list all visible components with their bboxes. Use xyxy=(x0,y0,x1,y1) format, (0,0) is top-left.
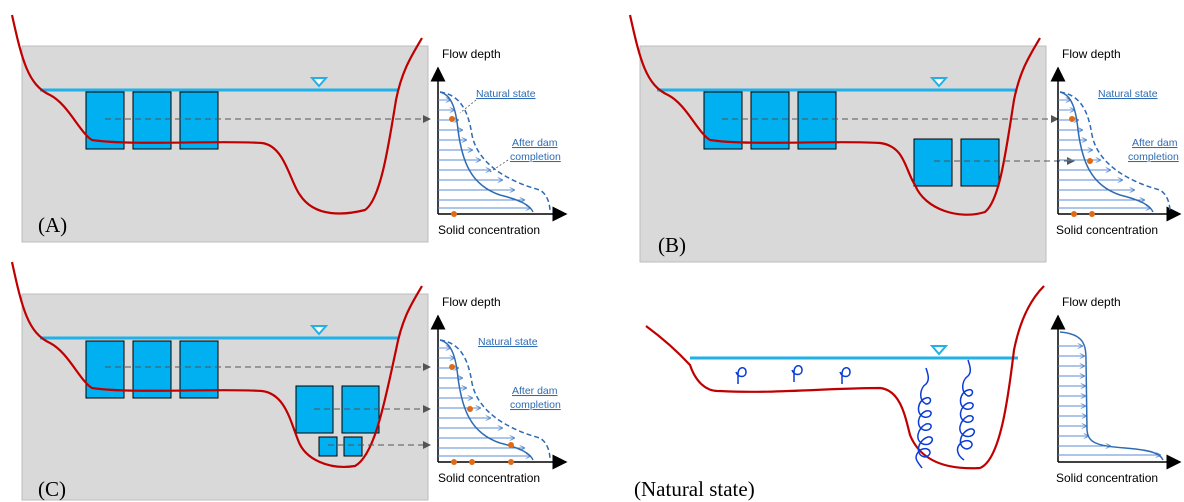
velocity-arrows xyxy=(1058,346,1160,455)
sample-dot xyxy=(1089,211,1095,217)
y-axis-title: Flow depth xyxy=(442,295,501,309)
natural-state-label: Natural state xyxy=(1098,88,1158,100)
intake-block xyxy=(318,436,338,457)
intake-block xyxy=(960,138,1000,187)
reservoir-background xyxy=(21,45,429,243)
concentration-profile-chart: Flow depth Solid concentration xyxy=(1050,295,1182,485)
panel-label: (A) xyxy=(38,213,67,237)
x-axis-title: Solid concentration xyxy=(438,471,540,485)
sample-dot xyxy=(449,116,455,122)
y-axis-title: Flow depth xyxy=(1062,47,1121,61)
velocity-arrows xyxy=(1058,100,1150,208)
y-axis-title: Flow depth xyxy=(442,47,501,61)
natural-state-label: Natural state xyxy=(478,336,538,348)
natural-state-curve xyxy=(1059,331,1164,461)
after-dam-label: After dam xyxy=(1132,137,1178,149)
intake-block xyxy=(341,385,380,434)
sample-dot xyxy=(449,364,455,370)
sample-dot xyxy=(508,459,514,465)
sample-dot xyxy=(451,459,457,465)
panel-c: (C) Flow depth Solid concentration Nat xyxy=(10,261,568,501)
sample-dot xyxy=(451,211,457,217)
sample-dot xyxy=(508,442,514,448)
riverbed-profile xyxy=(10,261,423,468)
completion-label: completion xyxy=(510,151,561,163)
after-dam-label: After dam xyxy=(512,385,558,397)
after-dam-curve xyxy=(1059,91,1171,213)
intake-block xyxy=(797,91,837,150)
intake-block xyxy=(179,340,219,399)
intake-block xyxy=(132,340,172,399)
water-level-triangle-icon xyxy=(929,345,949,356)
intake-block xyxy=(132,91,172,150)
natural-state-curve xyxy=(439,339,534,461)
panel-label: (C) xyxy=(38,477,66,501)
natural-state-label: Natural state xyxy=(476,88,536,100)
vortex-icon xyxy=(915,367,934,469)
leader-line xyxy=(459,99,477,114)
velocity-arrows xyxy=(438,348,530,456)
concentration-profile-chart: Flow depth Solid concentration Natural s… xyxy=(1050,47,1182,237)
sample-dot xyxy=(1071,211,1077,217)
sample-dot xyxy=(1087,158,1093,164)
riverbed-profile xyxy=(628,14,1041,216)
vortex-icon xyxy=(735,367,747,384)
concentration-profile-chart: Flow depth Solid concentration Natural s… xyxy=(430,47,568,237)
x-axis-title: Solid concentration xyxy=(1056,471,1158,485)
vortex-icon xyxy=(956,359,976,461)
riverbed-profile xyxy=(645,285,1045,470)
vortex-icon xyxy=(791,365,803,382)
water-level-triangle-icon xyxy=(929,77,949,88)
completion-label: completion xyxy=(1128,151,1179,163)
panel-natural-state: (Natural state) Flow depth Solid concent… xyxy=(634,285,1182,501)
intake-block xyxy=(179,91,219,150)
natural-state-curve xyxy=(1059,91,1154,213)
leader-line xyxy=(489,159,509,173)
intake-block xyxy=(913,138,953,187)
intake-block xyxy=(750,91,790,150)
velocity-arrows xyxy=(438,100,530,208)
riverbed-profile xyxy=(10,14,423,215)
after-dam-curve xyxy=(439,339,551,461)
sample-dot xyxy=(1069,116,1075,122)
after-dam-curve xyxy=(439,91,551,213)
x-axis-title: Solid concentration xyxy=(1056,223,1158,237)
water-level-triangle-icon xyxy=(309,77,329,88)
sample-dot xyxy=(467,406,473,412)
y-axis-title: Flow depth xyxy=(1062,295,1121,309)
intake-block xyxy=(343,436,363,457)
sample-dot xyxy=(469,459,475,465)
completion-label: completion xyxy=(510,399,561,411)
panel-label: (B) xyxy=(658,233,686,257)
water-level-triangle-icon xyxy=(309,325,329,336)
x-axis-title: Solid concentration xyxy=(438,223,540,237)
panel-b: (B) Flow depth Solid concentration Natur… xyxy=(628,14,1182,263)
turbulence-vortices xyxy=(735,359,976,469)
panel-label: (Natural state) xyxy=(634,477,755,501)
after-dam-label: After dam xyxy=(512,137,558,149)
panel-a: (A) Flow depth Solid concentration Natur… xyxy=(10,14,568,243)
natural-state-curve xyxy=(439,91,534,213)
concentration-profile-chart: Flow depth Solid concentration Natural s… xyxy=(430,295,568,485)
vortex-icon xyxy=(839,367,851,384)
